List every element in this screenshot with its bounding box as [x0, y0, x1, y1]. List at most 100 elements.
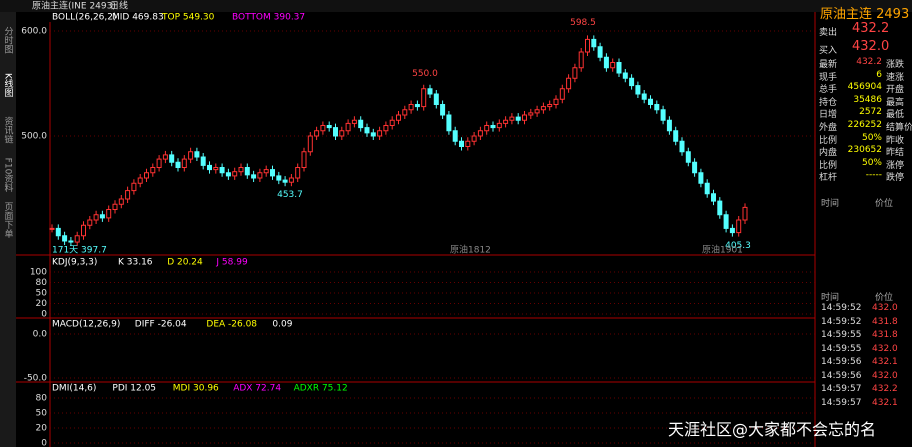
candle — [553, 98, 559, 105]
candle — [559, 88, 565, 100]
indicator-legend: PDI 12.05 — [112, 384, 156, 394]
trade-time: 14:59:56 — [821, 370, 862, 381]
label: 卖出 — [819, 28, 838, 38]
candle — [742, 206, 748, 221]
legend: TOP 549.30 — [161, 13, 215, 23]
y-tick-label: 0 — [41, 439, 47, 447]
legend: MID 469.83 — [112, 13, 164, 23]
price: 432.0 — [852, 39, 890, 54]
trade-time: 14:59:55 — [821, 330, 862, 340]
price-annotation: 550.0 — [412, 69, 438, 79]
value: 35486 — [853, 94, 882, 105]
y-tick-label: 500.0 — [21, 132, 47, 142]
y-tick-label: 50 — [36, 289, 48, 299]
label: 昨结 — [886, 148, 905, 159]
trade-price: 432.0 — [872, 370, 898, 381]
candle — [503, 119, 509, 124]
candle — [648, 98, 653, 105]
candle — [99, 214, 105, 219]
indicator-legend: K 33.16 — [118, 258, 153, 268]
candle — [402, 109, 408, 116]
candle — [585, 38, 590, 53]
trade-price: 432.2 — [872, 384, 898, 394]
value: 456904 — [847, 82, 882, 93]
candle — [515, 116, 521, 121]
y-tick-label: 100 — [30, 268, 47, 278]
label: 结算价 — [886, 123, 912, 133]
candle — [736, 219, 742, 234]
trade-price: 432.1 — [872, 397, 898, 408]
candle — [578, 51, 584, 69]
candle — [490, 125, 496, 129]
indicator-legend: MACD(12,26,9) — [52, 320, 120, 330]
trade-time: 14:59:57 — [821, 397, 862, 408]
candle — [717, 200, 723, 216]
y-tick-label: 80 — [36, 394, 48, 404]
label: 总手 — [819, 85, 838, 96]
candle — [68, 240, 74, 243]
candle — [685, 151, 691, 163]
quote-title: 原油主连 2493 — [820, 7, 910, 22]
trade-price: 432.1 — [872, 357, 898, 367]
price-annotation: 598.5 — [570, 18, 596, 28]
y-tick-label: -50.0 — [24, 374, 48, 384]
label: 买入 — [819, 46, 838, 56]
candle — [666, 119, 672, 132]
y-tick-label: 0 — [41, 310, 47, 320]
candle — [270, 169, 275, 177]
price: 432.2 — [852, 21, 890, 36]
candle — [62, 235, 68, 242]
candle — [181, 158, 187, 169]
label: 速涨 — [886, 72, 905, 83]
candle — [660, 109, 666, 121]
candle — [654, 104, 660, 111]
candle — [723, 214, 729, 229]
candle — [87, 219, 93, 226]
contract-mark: 原油1812 — [450, 244, 491, 256]
trade-time: 14:59:52 — [821, 316, 862, 327]
candle — [326, 125, 332, 129]
value: 2572 — [859, 107, 882, 118]
candle — [616, 62, 622, 74]
candle — [194, 151, 200, 158]
indicator-legend: DEA -26.08 — [206, 320, 257, 330]
header: 时间 — [821, 199, 840, 209]
y-tick-label: 20 — [36, 299, 48, 309]
value: 50% — [861, 132, 882, 143]
candle — [251, 174, 257, 179]
indicator-legend: J 58.99 — [215, 258, 248, 268]
trade-time: 14:59:52 — [821, 303, 862, 313]
header: 价位 — [875, 293, 894, 303]
candle — [295, 167, 301, 179]
candle — [314, 130, 320, 137]
candle — [698, 172, 704, 184]
candle — [364, 127, 370, 134]
sidebar-tab: 页面下单 — [3, 202, 14, 239]
y-tick-label: 0.0 — [33, 330, 48, 340]
trade-price: 431.8 — [872, 316, 898, 327]
legend: BOLL(26,26,2) — [52, 13, 117, 23]
candle — [200, 156, 206, 166]
y-tick-label: 20 — [36, 424, 48, 434]
candle — [459, 140, 464, 147]
label: 最新 — [819, 60, 838, 70]
candle — [232, 171, 238, 177]
candle — [377, 130, 383, 137]
trade-time: 14:59:56 — [821, 357, 862, 367]
candle — [169, 154, 175, 163]
candle — [333, 127, 338, 137]
candle — [635, 85, 641, 95]
indicator-legend: ADXR 75.12 — [294, 384, 348, 394]
trade-price: 431.8 — [872, 330, 898, 340]
candle — [465, 140, 471, 147]
candle — [603, 56, 609, 69]
sidebar-tab: 资讯链 — [3, 116, 14, 144]
value: 6 — [876, 69, 882, 80]
candle — [225, 172, 231, 177]
price-annotation: 405.3 — [725, 241, 751, 251]
candle — [540, 106, 546, 111]
candle — [414, 104, 420, 108]
candle — [74, 235, 80, 243]
candle — [81, 224, 86, 237]
